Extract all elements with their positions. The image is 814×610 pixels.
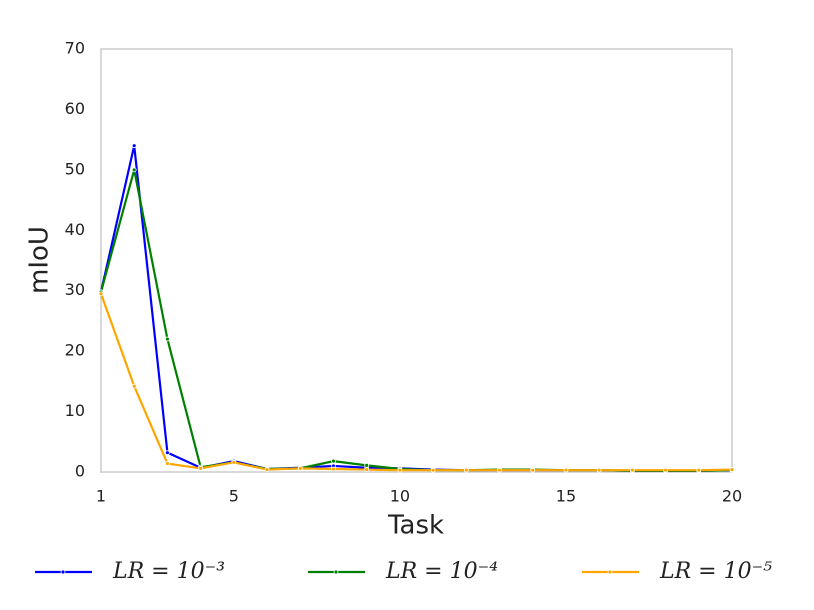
y-tick-label: 40	[65, 220, 85, 239]
point	[131, 143, 137, 149]
point	[729, 467, 735, 472]
point	[364, 462, 370, 468]
legend-label: LR = 10⁻⁴	[385, 559, 498, 584]
legend-marker	[60, 569, 66, 575]
legend-marker	[333, 569, 339, 575]
x-tick-label: 15	[556, 487, 576, 506]
point	[297, 465, 303, 471]
y-tick-label: 30	[65, 280, 85, 299]
point	[430, 467, 436, 473]
y-tick-label: 50	[65, 159, 85, 178]
y-tick-label: 70	[65, 39, 85, 58]
x-tick-label: 20	[722, 487, 742, 506]
point	[165, 461, 170, 466]
point	[98, 291, 104, 297]
y-tick-label: 0	[75, 462, 85, 481]
y-tick-label: 60	[65, 99, 85, 118]
point	[663, 467, 668, 473]
legend-label: LR = 10⁻³	[112, 559, 225, 584]
point	[397, 467, 403, 473]
point	[497, 467, 502, 473]
plot-frame	[100, 48, 733, 473]
y-tick-label: 20	[65, 341, 85, 360]
series-line	[99, 293, 733, 472]
point	[165, 336, 170, 342]
point	[331, 466, 336, 472]
legend-label: LR = 10⁻⁵	[659, 559, 772, 584]
x-tick-label: 10	[390, 487, 410, 506]
point	[563, 467, 569, 473]
x-tick-label: 1	[96, 487, 106, 506]
point	[463, 467, 469, 473]
point	[596, 467, 602, 473]
series-line	[99, 145, 733, 472]
point	[165, 450, 170, 456]
legend-marker	[607, 569, 613, 575]
point	[231, 459, 237, 465]
point	[629, 467, 635, 473]
point	[364, 467, 370, 472]
x-axis-label: Task	[387, 511, 444, 541]
y-axis-label: mIoU	[25, 226, 55, 294]
series-line	[99, 169, 733, 472]
y-tick-label: 10	[65, 401, 85, 420]
point	[131, 167, 137, 173]
point	[331, 458, 336, 464]
point	[530, 467, 536, 473]
point	[264, 467, 270, 472]
point	[696, 467, 702, 473]
point	[131, 383, 137, 389]
point	[198, 465, 204, 471]
x-tick-label: 5	[229, 487, 239, 506]
